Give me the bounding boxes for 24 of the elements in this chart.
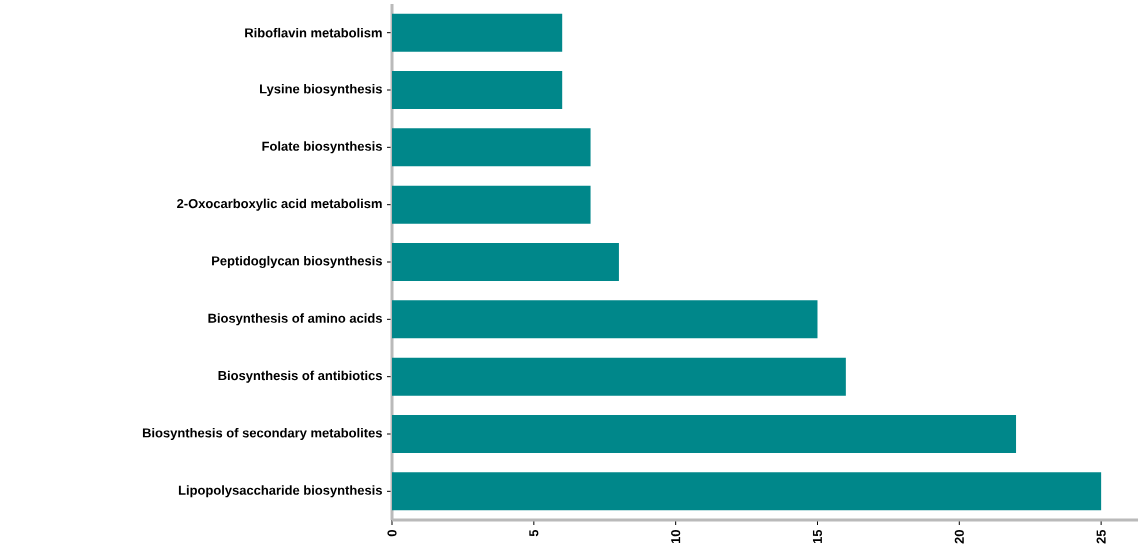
bar (392, 13, 563, 52)
y-tick-label: Lysine biosynthesis (260, 83, 382, 97)
x-tick-label: 10 (671, 530, 681, 544)
y-tick-label: Peptidoglycan biosynthesis (212, 255, 382, 269)
y-tick-label: Biosynthesis of antibiotics (218, 370, 382, 383)
bar (392, 300, 818, 339)
y-tick-label: Biosynthesis of amino acids (208, 313, 382, 326)
x-tick-label: 5 (529, 529, 539, 537)
y-tick-label: 2-Oxocarboxylic acid metabolism (177, 198, 382, 211)
bar (392, 472, 1102, 511)
bar (392, 185, 591, 224)
bar (392, 357, 846, 396)
x-tick-label: 15 (812, 529, 822, 544)
x-tick-label: 20 (954, 530, 964, 544)
y-tick-label: Riboflavin metabolism (245, 27, 382, 38)
x-tick-label: 0 (387, 530, 397, 537)
y-tick-label: Biosynthesis of secondary metabolites (142, 427, 382, 441)
bar (392, 128, 591, 167)
y-tick-label: Folate biosynthesis (262, 141, 382, 154)
bar (392, 243, 619, 281)
bar (392, 415, 1017, 453)
bar (392, 71, 563, 109)
y-tick-label: Lipopolysaccharide biosynthesis (178, 485, 382, 498)
x-tick-label: 25 (1096, 529, 1106, 544)
